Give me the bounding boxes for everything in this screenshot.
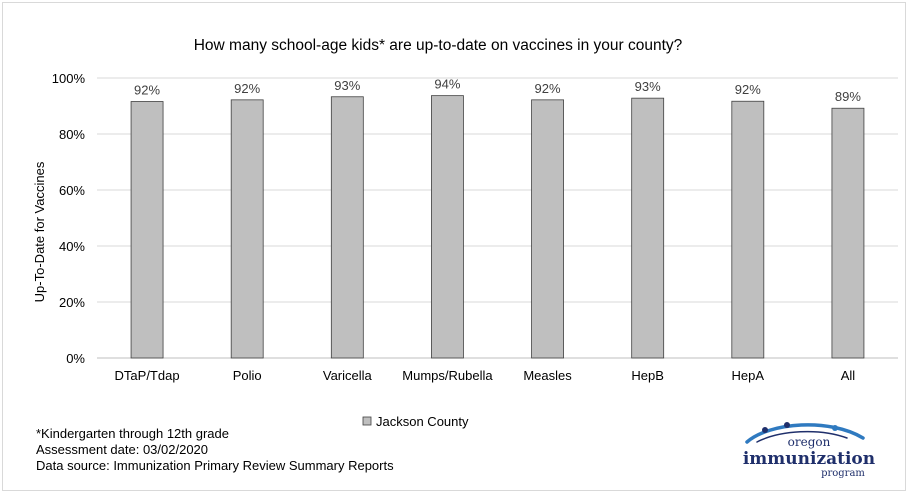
data-label: 89%	[835, 89, 861, 104]
logo-swoosh	[745, 423, 865, 444]
x-tick-label: Polio	[233, 368, 262, 383]
bar	[531, 99, 564, 359]
x-tick-label: HepB	[631, 368, 664, 383]
legend-swatch	[362, 416, 372, 426]
y-tick-label: 100%	[52, 71, 86, 86]
logo-figure-middle	[784, 422, 790, 428]
bar	[330, 96, 364, 359]
bar	[431, 95, 464, 359]
x-tick-label: All	[841, 368, 856, 383]
oregon-immunization-program-logo: oregon immunization program	[743, 422, 875, 479]
x-tick-labels: DTaP/Tdap Polio Varicella Mumps/Rubella Meas…	[115, 368, 856, 383]
footnote-data-source: Data source: Immunization Primary Review…	[36, 458, 394, 473]
bars	[130, 95, 865, 359]
logo-word-oregon: oregon	[788, 435, 831, 449]
data-label: 94%	[434, 77, 460, 92]
y-tick-labels: 0% 20% 40% 60% 80% 100%	[52, 71, 86, 366]
chart-title: How many school-age kids* are up-to-date…	[194, 37, 683, 54]
x-tick-label: Varicella	[323, 368, 373, 383]
bar	[831, 107, 865, 359]
legend: Jackson County	[362, 414, 469, 429]
x-tick-label: HepA	[732, 368, 765, 383]
footnote-assessment-date: Assessment date: 03/02/2020	[36, 442, 209, 457]
data-label: 92%	[535, 81, 561, 96]
y-tick-label: 60%	[59, 183, 85, 198]
bar	[631, 97, 665, 359]
x-tick-label: DTaP/Tdap	[115, 368, 180, 383]
logo-figure-right	[832, 425, 838, 431]
logo-word-program: program	[821, 468, 865, 479]
legend-label: Jackson County	[376, 414, 469, 429]
data-labels: 92% 92% 93% 94% 92% 93% 92% 89%	[134, 77, 861, 105]
y-axis-label: Up-To-Date for Vaccines	[32, 161, 47, 302]
data-label: 93%	[635, 79, 661, 94]
data-label: 92%	[735, 82, 761, 97]
footnote-grade-range: *Kindergarten through 12th grade	[36, 426, 229, 441]
y-tick-label: 40%	[59, 239, 85, 254]
data-label: 93%	[334, 78, 360, 93]
x-tick-label: Measles	[523, 368, 572, 383]
x-tick-label: Mumps/Rubella	[402, 368, 493, 383]
data-label: 92%	[134, 83, 160, 98]
bar	[230, 99, 264, 359]
gridlines	[97, 77, 898, 359]
logo-word-immunization: immunization	[743, 449, 875, 469]
y-tick-label: 80%	[59, 127, 85, 142]
y-tick-label: 20%	[59, 295, 85, 310]
data-label: 92%	[234, 81, 260, 96]
logo-swoosh-inner	[756, 430, 848, 443]
bar	[731, 100, 765, 359]
bar	[130, 101, 164, 359]
logo-figure-left	[762, 427, 768, 433]
y-tick-label: 0%	[66, 351, 85, 366]
